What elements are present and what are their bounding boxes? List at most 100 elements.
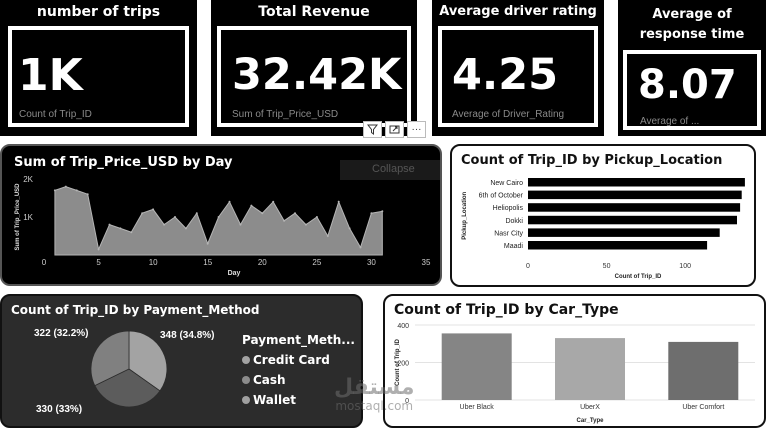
chart-panel-payment[interactable]: Count of Trip_ID by Payment_Method 348 (… — [0, 294, 363, 428]
payment-pie-chart: 348 (34.8%) 330 (33%) 322 (32.2%) — [34, 328, 214, 415]
area-point — [108, 223, 111, 226]
kpi-inner-frame — [8, 26, 189, 127]
area-point — [64, 185, 67, 188]
y-tick-label: 1K — [23, 213, 33, 222]
kpi-subtitle: Count of Trip_ID — [19, 109, 92, 120]
category-label: UberX — [580, 404, 600, 411]
area-series — [54, 186, 383, 256]
y-tick-label: 2K — [23, 175, 33, 184]
pie-slice[interactable] — [128, 330, 168, 392]
x-axis-label: Count of Trip_ID — [615, 274, 662, 280]
area-point — [217, 216, 220, 218]
area-point — [250, 204, 253, 207]
kpi-title: Average of response time — [639, 7, 745, 42]
bar[interactable] — [528, 215, 737, 225]
area-point — [206, 242, 209, 245]
bar[interactable] — [528, 228, 720, 237]
x-tick-label: 15 — [203, 258, 212, 267]
area-point — [130, 231, 133, 234]
day-area-chart: 2K 1K 0 5 10 15 20 25 30 35 Day Sum of Trip_Price_U… — [15, 175, 431, 277]
kpi-title: Total Revenue — [258, 4, 370, 20]
collapse-tooltip: Collapse — [340, 160, 440, 180]
kpi-title: Average driver rating — [439, 4, 597, 19]
category-label: Heliopolis — [493, 205, 524, 212]
chart-title: Sum of Trip_Price_USD by Day — [14, 155, 233, 170]
focus-mode-button[interactable] — [385, 121, 404, 138]
chart-panel-day[interactable]: Sum of Trip_Price_USD by Day Collapse 2K… — [0, 144, 442, 286]
area-point — [75, 189, 78, 192]
car-type-bar-chart: 400 200 0 Uber Black UberX Uber Comfort Car_Ty… — [395, 323, 755, 424]
category-label: Nasr City — [494, 230, 523, 237]
area-point — [283, 219, 286, 222]
y-axis-label: Pickup_Location — [462, 191, 468, 239]
area-point — [381, 210, 384, 213]
kpi-subtitle: Average of Driver_Rating — [452, 109, 565, 120]
area-point — [294, 212, 296, 215]
kpi-card-trips[interactable]: number of trips 1K Count of Trip_ID — [0, 0, 197, 136]
pie-slice[interactable] — [90, 330, 130, 387]
chart-title: Count of Trip_ID by Payment_Method — [11, 303, 260, 317]
legend-title: Payment_Meth... — [242, 333, 355, 347]
bar[interactable] — [528, 190, 742, 200]
category-label: Uber Black — [460, 404, 495, 411]
bar[interactable] — [441, 333, 512, 400]
x-tick-label: 50 — [603, 263, 611, 270]
y-axis-label: Sum of Trip_Price_USD — [15, 183, 21, 251]
kpi-inner-frame — [438, 26, 598, 127]
legend-item-wallet[interactable]: Wallet — [242, 390, 355, 410]
kpi-card-rating[interactable]: Average driver rating 4.25 Average of Dr… — [432, 0, 604, 136]
kpi-card-response-time[interactable]: Average of response time 8.07 Average of… — [618, 0, 766, 136]
bar[interactable] — [528, 178, 745, 187]
category-label: New Cairo — [490, 180, 523, 187]
x-tick-label: 20 — [258, 258, 267, 267]
legend-label: Credit Card — [253, 353, 330, 367]
location-bar-chart: New Cairo 6th of October Heliopolis Dokki Na… — [462, 178, 745, 280]
kpi-value: 1K — [18, 50, 83, 101]
area-point — [86, 193, 89, 196]
legend-item-cash[interactable]: Cash — [242, 370, 355, 390]
x-tick-label: 5 — [96, 258, 101, 267]
filter-button[interactable] — [363, 121, 382, 138]
area-point — [272, 200, 275, 203]
x-tick-label: 35 — [422, 258, 431, 267]
area-point — [370, 212, 373, 215]
category-label: Maadi — [504, 243, 524, 250]
y-axis-label: Count of Trip_ID — [395, 339, 401, 386]
bar[interactable] — [668, 341, 739, 400]
visual-toolbar: ··· — [363, 121, 426, 138]
area-point — [141, 212, 144, 215]
kpi-subtitle: Average of ... — [640, 116, 700, 127]
legend-dot — [242, 396, 250, 404]
kpi-value: 32.42K — [232, 50, 402, 100]
bar[interactable] — [555, 338, 625, 400]
kpi-card-revenue[interactable]: Total Revenue 32.42K Sum of Trip_Price_U… — [211, 0, 417, 136]
legend-dot — [242, 376, 250, 384]
bar[interactable] — [528, 203, 741, 212]
area-point — [195, 212, 198, 215]
category-label: Uber Comfort — [682, 404, 724, 411]
kpi-inner-frame — [623, 50, 761, 130]
chart-panel-location[interactable]: Count of Trip_ID by Pickup_Location New … — [450, 144, 756, 287]
area-point — [359, 246, 362, 249]
area-point — [152, 208, 155, 211]
filter-icon — [367, 124, 378, 135]
mostaql-watermark: مستقل mostaql.com — [334, 376, 414, 413]
chart-panel-car-type[interactable]: Count of Trip_ID by Car_Type 400 200 0 Uber… — [383, 294, 766, 428]
more-options-button[interactable]: ··· — [407, 121, 426, 138]
area-point — [315, 216, 318, 218]
slice-data-label: 330 (33%) — [36, 404, 82, 415]
x-tick-label: 10 — [149, 258, 158, 267]
kpi-subtitle: Sum of Trip_Price_USD — [232, 109, 339, 120]
pie-slice[interactable] — [94, 368, 161, 408]
chart-title: Count of Trip_ID by Car_Type — [394, 302, 619, 318]
bar[interactable] — [528, 241, 708, 250]
area-point — [184, 227, 187, 230]
legend-item-credit-card[interactable]: Credit Card — [242, 350, 355, 370]
area-point — [119, 227, 122, 230]
watermark-url: mostaql.com — [335, 399, 414, 413]
kpi-inner-frame — [217, 26, 411, 127]
x-axis-label: Car_Type — [577, 418, 605, 424]
area-point — [337, 200, 340, 203]
legend-dot — [242, 356, 250, 364]
legend-label: Wallet — [253, 393, 297, 407]
